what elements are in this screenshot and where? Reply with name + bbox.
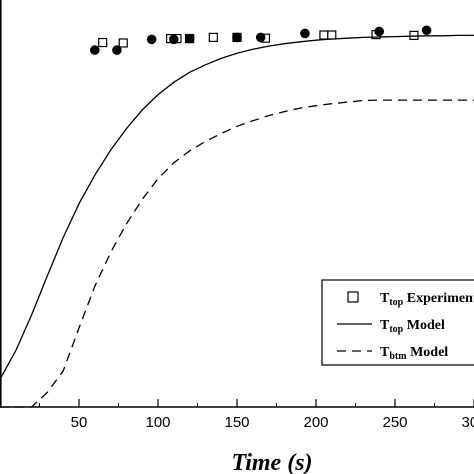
filled-circle-point <box>90 45 100 55</box>
legend-box <box>321 279 474 366</box>
filled-circle-point <box>169 34 179 45</box>
x-tick-label: 250 <box>382 414 407 431</box>
filled-circle-point <box>232 32 242 43</box>
x-tick-label: 300 <box>461 414 474 431</box>
ttop-model-line <box>0 34 474 380</box>
x-tick-label: 100 <box>145 414 170 431</box>
filled-circle-point <box>374 26 385 37</box>
legend-square-marker <box>347 291 359 303</box>
legend-label: Tbtm Model <box>380 345 448 362</box>
filled-circle-point <box>255 32 266 43</box>
axes: 50 100 150 200 250 300 <box>0 0 474 431</box>
ttop-experiment-point <box>118 38 128 48</box>
filled-circle-point <box>300 28 310 39</box>
plot-area <box>0 25 474 408</box>
tbtm-model-line <box>0 99 474 408</box>
filled-circle-point <box>146 34 157 45</box>
filled-circle-point <box>184 33 195 44</box>
filled-circle-point <box>421 25 432 36</box>
x-axis-label: Time (s) <box>231 450 312 474</box>
legend-label: Ttop Experiment <box>380 291 474 308</box>
filled-circle-point <box>112 45 122 55</box>
x-tick-label: 150 <box>224 414 249 431</box>
ttop-experiment-point <box>208 32 218 42</box>
ttop-experiment-point <box>327 30 337 40</box>
x-tick-label: 200 <box>303 414 328 431</box>
ttop-experiment-point <box>319 30 329 40</box>
x-tick-label: 50 <box>71 414 88 431</box>
ttop-experiment-point <box>98 37 108 48</box>
legend-label: Ttop Model <box>380 318 445 335</box>
legend: Ttop Experiment Ttop Model Tbtm Model <box>321 279 474 366</box>
